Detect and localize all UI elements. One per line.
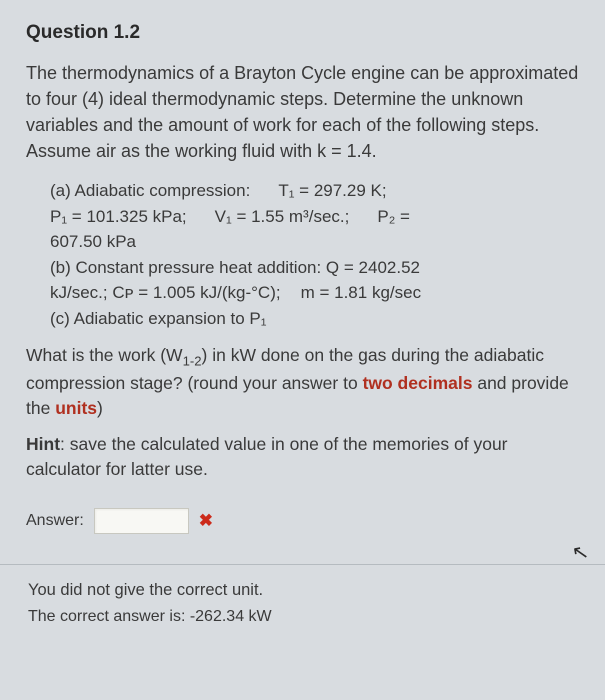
ask-pre: What is the work (W [26,345,183,365]
answer-label: Answer: [26,512,84,530]
ask-end: ) [97,398,103,418]
step-b-label: (b) Constant pressure heat addition: Q =… [50,258,420,277]
step-a-label: (a) Adiabatic compression: [50,181,250,200]
feedback-line2: The correct answer is: -262.34 kW [28,608,577,626]
question-title: Question 1.2 [26,22,579,44]
hint-text: : save the calculated value in one of th… [26,434,508,479]
feedback-line1: You did not give the correct unit. [28,581,577,600]
step-c: (c) Adiabatic expansion to P₁ [50,306,579,332]
step-a-v1: V₁ = 1.55 m³/sec.; [215,207,350,226]
answer-row: Answer: ✖ [26,508,579,534]
wrong-icon: ✖ [199,511,213,531]
question-steps: (a) Adiabatic compression: T₁ = 297.29 K;… [26,178,579,331]
ask-sub: 1-2 [183,354,202,369]
step-b-line2: kJ/sec.; Cᴘ = 1.005 kJ/(kg-°C); [50,283,281,302]
step-a-p2: P₂ = [377,207,410,226]
ask-two: two decimals [363,373,473,393]
step-a: (a) Adiabatic compression: T₁ = 297.29 K;… [50,178,579,255]
step-b-m: m = 1.81 kg/sec [301,283,421,302]
step-a-p2val: 607.50 kPa [50,232,136,251]
feedback-block: You did not give the correct unit. The c… [26,581,579,626]
step-b: (b) Constant pressure heat addition: Q =… [50,255,579,306]
step-a-t1: T₁ = 297.29 K; [278,181,386,200]
step-c-label: (c) Adiabatic expansion to P₁ [50,309,266,328]
hint-label: Hint [26,434,60,454]
question-hint: Hint: save the calculated value in one o… [26,432,579,483]
question-body: The thermodynamics of a Brayton Cycle en… [26,60,579,164]
ask-units: units [55,398,97,418]
section-divider [0,564,605,565]
cursor-icon: ↖ [570,539,591,567]
answer-input[interactable] [94,508,189,534]
step-a-p1: P₁ = 101.325 kPa; [50,207,187,226]
question-ask: What is the work (W1-2) in kW done on th… [26,343,579,421]
